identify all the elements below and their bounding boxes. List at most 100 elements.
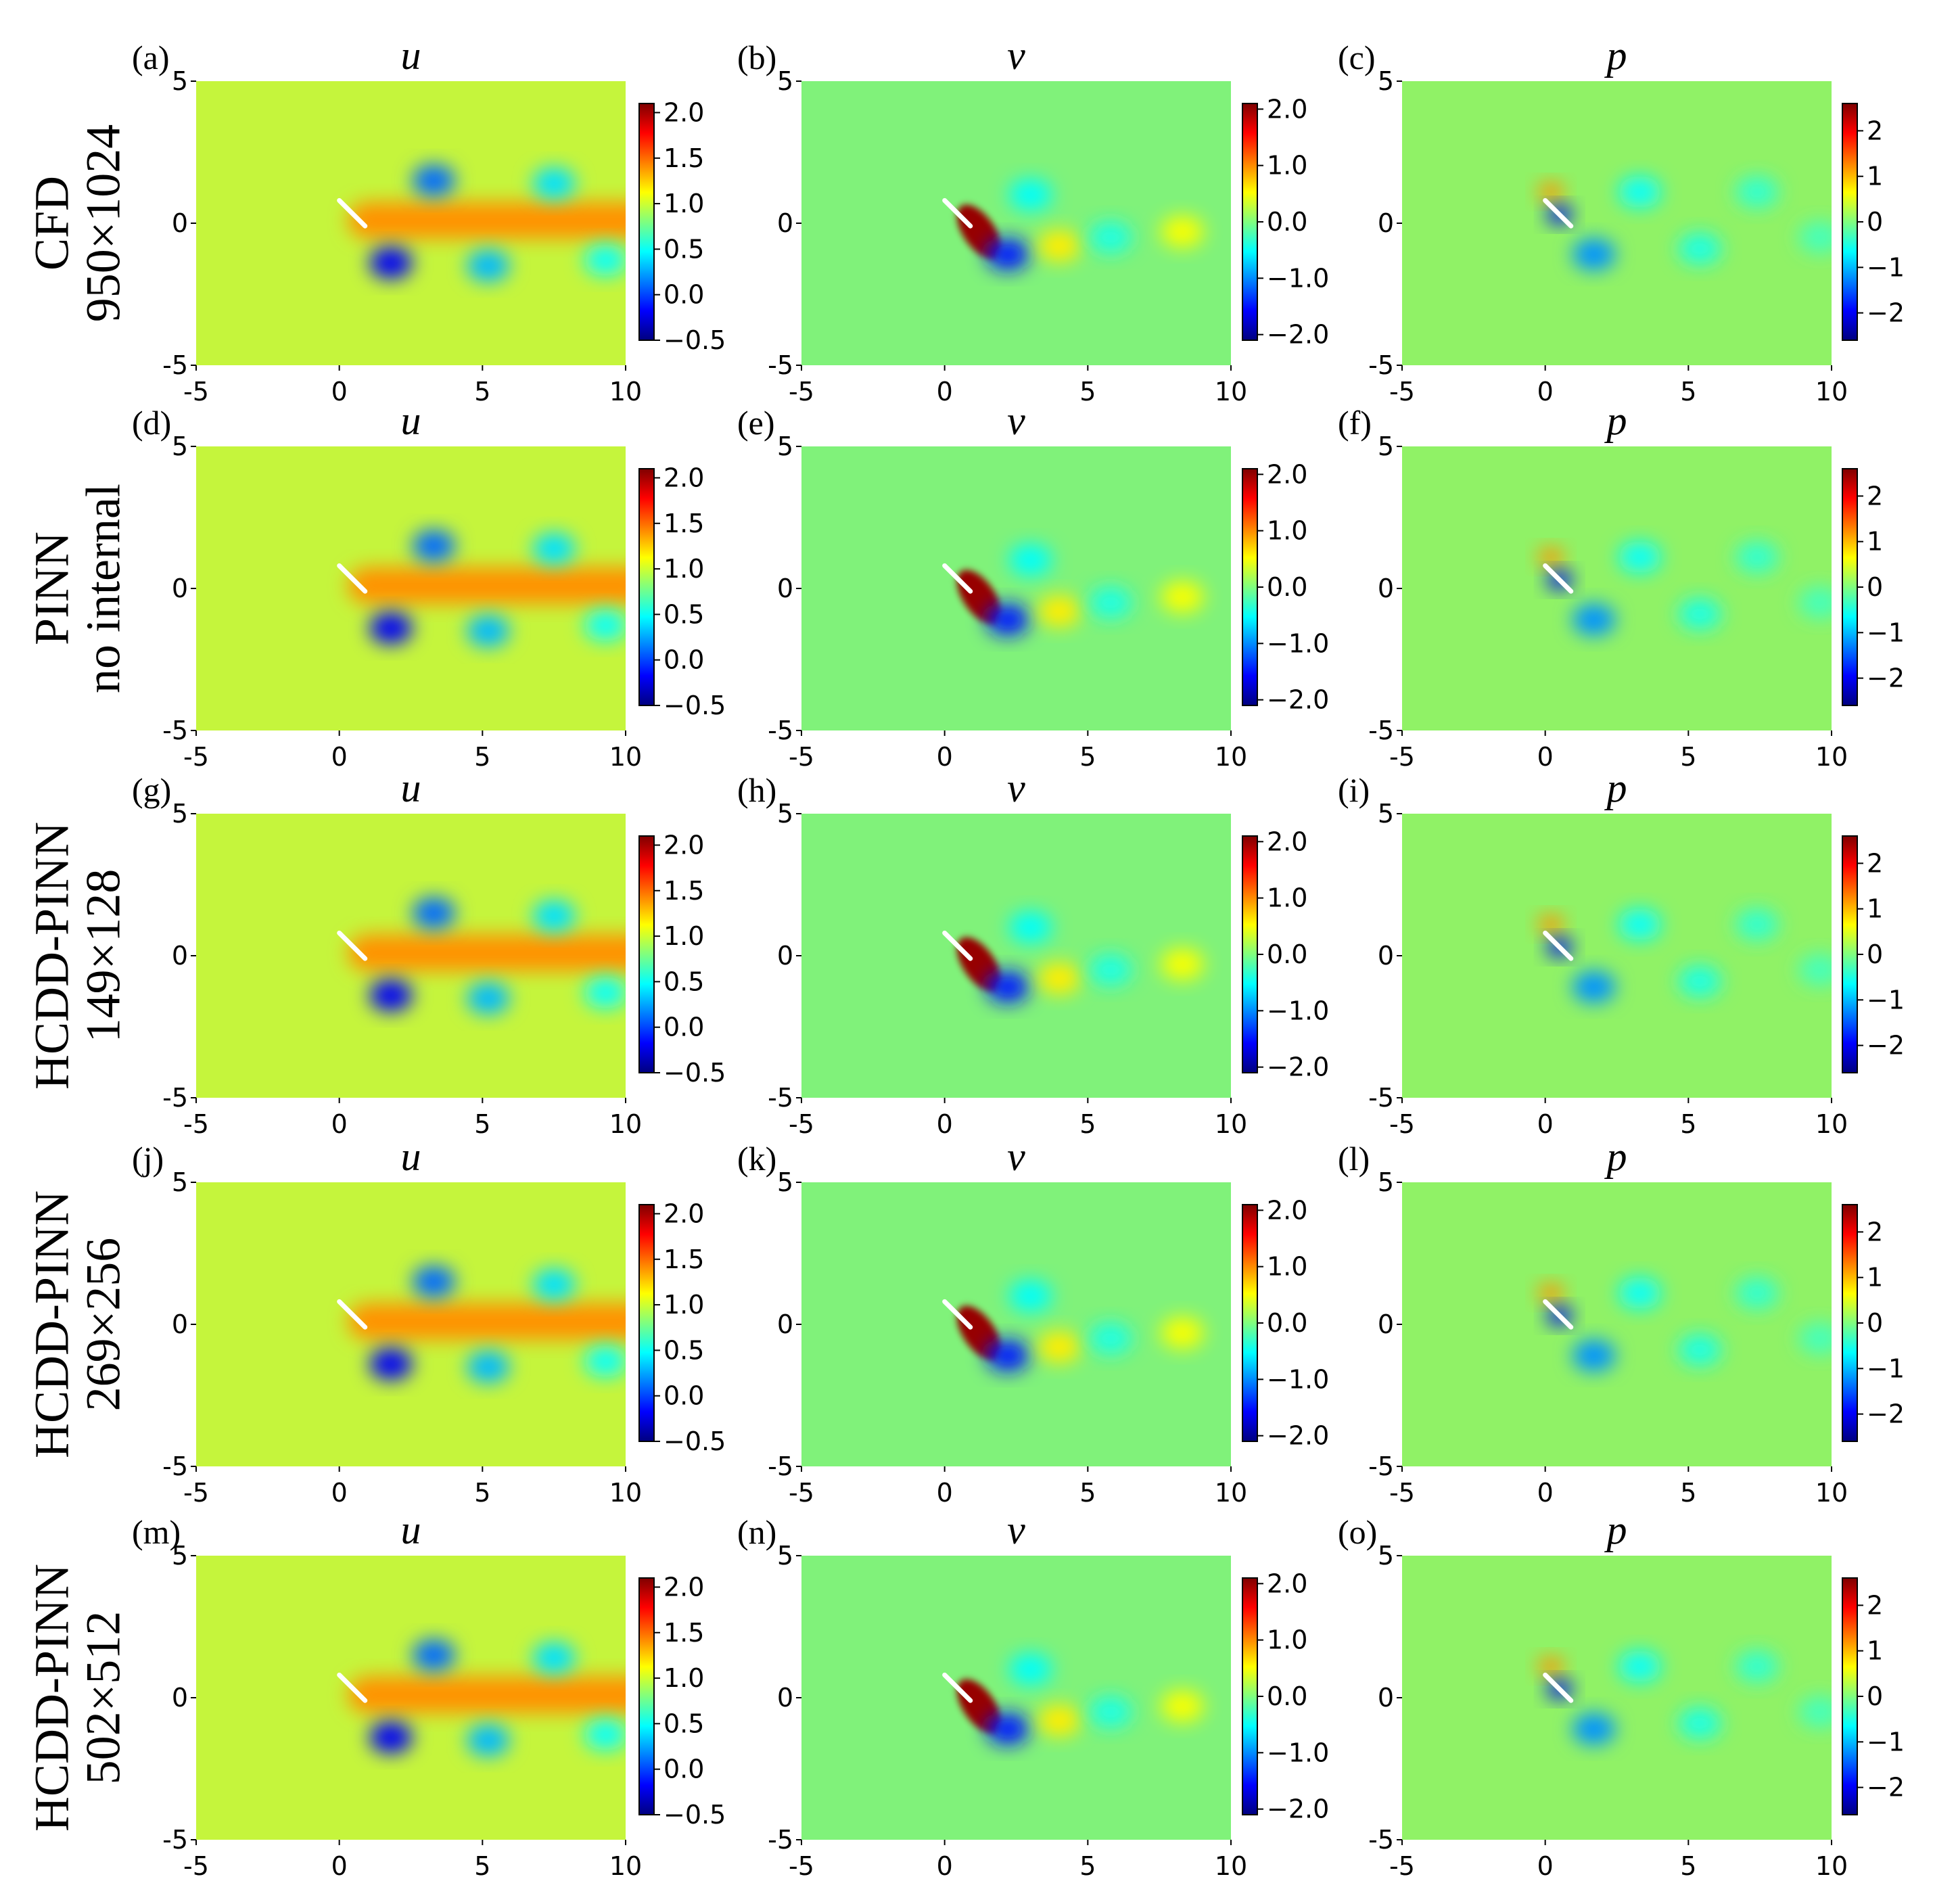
vortex-region bbox=[1678, 1707, 1722, 1740]
field-background bbox=[1402, 1182, 1832, 1466]
x-tick-label: 0 bbox=[937, 742, 953, 772]
colorbar-tick-label: −0.5 bbox=[663, 691, 726, 720]
colorbar-tick-label: 0.5 bbox=[663, 1709, 704, 1738]
x-tick-label: -5 bbox=[1389, 1851, 1415, 1881]
colorbar-tick-label: 2.0 bbox=[663, 97, 704, 127]
vortex-region bbox=[467, 982, 510, 1015]
y-tick-label: -5 bbox=[162, 716, 188, 745]
vortex-region bbox=[1572, 603, 1616, 636]
vortex-region bbox=[1161, 1690, 1204, 1723]
colorbar-tick-label: −1.0 bbox=[1267, 263, 1329, 293]
vortex-region bbox=[986, 1339, 1029, 1372]
x-tick-label: 5 bbox=[474, 377, 490, 407]
airfoil bbox=[337, 930, 368, 961]
colorbar-tick-label: 1 bbox=[1867, 1263, 1883, 1293]
wake-region bbox=[348, 934, 626, 972]
vortex-region bbox=[1572, 1339, 1616, 1372]
stagnation-region bbox=[1538, 547, 1564, 567]
y-tick-label: -5 bbox=[768, 350, 793, 380]
colorbar-tick-label: −2 bbox=[1867, 1773, 1905, 1803]
airfoil bbox=[1543, 563, 1574, 594]
vortex-region bbox=[369, 612, 413, 645]
colorbar-tick-label: −0.5 bbox=[663, 1058, 726, 1088]
colorbar-tick-label: −1 bbox=[1867, 1727, 1905, 1757]
panel-label: (b) bbox=[737, 39, 776, 76]
x-tick-label: 0 bbox=[1537, 742, 1554, 772]
y-tick-label: -5 bbox=[1368, 1452, 1394, 1481]
colorbar bbox=[638, 835, 655, 1073]
x-tick-label: 10 bbox=[1215, 377, 1247, 407]
panel-title: v bbox=[1007, 1134, 1025, 1179]
x-tick-label: -5 bbox=[183, 1851, 209, 1881]
colorbar-tick-label: 0.0 bbox=[663, 645, 704, 675]
y-tick-label: -5 bbox=[1368, 350, 1394, 380]
colorbar-tick-label: 2.0 bbox=[1267, 1195, 1307, 1225]
colorbar-tick-label: 0.0 bbox=[1267, 207, 1307, 237]
colorbar-tick-label: 2.0 bbox=[1267, 459, 1307, 489]
x-tick-label: 5 bbox=[474, 1851, 490, 1881]
y-tick-label: 0 bbox=[1378, 574, 1394, 603]
panel-hcdd256-u: -5 0 5 10 -5 0 5 (j) u −0.5 0.0 0.5 1.0 1.5 2.0 bbox=[132, 1134, 726, 1508]
y-tick-label: 0 bbox=[1378, 208, 1394, 238]
colorbar bbox=[1842, 468, 1858, 706]
x-tick-label: 0 bbox=[331, 1109, 348, 1139]
y-tick-label: 5 bbox=[172, 1167, 188, 1197]
colorbar-tick-label: 2.0 bbox=[663, 1572, 704, 1602]
colorbar-tick-label: 0.0 bbox=[1267, 1308, 1307, 1338]
panel-title: u bbox=[401, 398, 421, 443]
vortex-region bbox=[412, 1266, 456, 1298]
stagnation-region bbox=[1538, 1656, 1564, 1676]
x-tick-label: 5 bbox=[1680, 742, 1696, 772]
x-tick-label: 5 bbox=[1680, 1478, 1696, 1508]
panel-label: (g) bbox=[132, 771, 171, 809]
colorbar-tick-label: −1 bbox=[1867, 618, 1905, 647]
colorbar-tick-label: −2 bbox=[1867, 1399, 1905, 1429]
vortex-region bbox=[1678, 1334, 1722, 1366]
colorbar bbox=[1842, 1204, 1858, 1442]
panel-cfd-v: -5 0 5 10-505(b) v−2.0−1.00.01.02.0 bbox=[737, 33, 1329, 407]
colorbar-tick-label: −2 bbox=[1867, 664, 1905, 693]
colorbar-tick-label: −1 bbox=[1867, 985, 1905, 1015]
vortex-region bbox=[986, 1713, 1029, 1745]
colorbar-tick-label: 2.0 bbox=[1267, 94, 1307, 124]
airfoil bbox=[337, 198, 368, 229]
airfoil bbox=[942, 1672, 973, 1703]
wake-region bbox=[348, 202, 626, 239]
vortex-region bbox=[1089, 1322, 1132, 1355]
vortex-region bbox=[1038, 962, 1081, 995]
vortex-region bbox=[1008, 911, 1052, 944]
y-tick-label: 0 bbox=[777, 208, 793, 238]
colorbar-tick-label: −2.0 bbox=[1267, 1052, 1329, 1082]
x-tick-label: 10 bbox=[1815, 1478, 1848, 1508]
colorbar-tick-label: 0.5 bbox=[663, 967, 704, 996]
airfoil bbox=[942, 563, 973, 594]
y-tick-label: -5 bbox=[162, 1083, 188, 1113]
y-tick-label: 5 bbox=[1378, 799, 1394, 829]
airfoil bbox=[337, 563, 368, 594]
y-tick-label: -5 bbox=[1368, 716, 1394, 745]
vortex-region bbox=[986, 603, 1029, 636]
x-tick-label: -5 bbox=[789, 1851, 814, 1881]
colorbar-tick-label: 1.5 bbox=[663, 1618, 704, 1648]
y-tick-label: 0 bbox=[1378, 941, 1394, 971]
field-background bbox=[801, 81, 1231, 365]
colorbar-tick-label: −0.5 bbox=[663, 1426, 726, 1456]
panel-label: (m) bbox=[132, 1513, 181, 1551]
panel-label: (n) bbox=[737, 1513, 776, 1551]
field-background bbox=[801, 1556, 1231, 1840]
x-tick-label: -5 bbox=[789, 1478, 814, 1508]
x-tick-label: 5 bbox=[1079, 377, 1096, 407]
panel-label: (o) bbox=[1338, 1513, 1377, 1551]
x-tick-label: 10 bbox=[1815, 1109, 1848, 1139]
vortex-region bbox=[532, 1642, 576, 1674]
panel-title: v bbox=[1007, 1508, 1025, 1552]
x-tick-label: 0 bbox=[937, 1851, 953, 1881]
x-tick-label: 10 bbox=[1815, 1851, 1848, 1881]
colorbar-tick-label: 0 bbox=[1867, 1308, 1883, 1338]
panel-title: u bbox=[401, 1508, 421, 1552]
colorbar-tick-label: 1.5 bbox=[663, 143, 704, 173]
colorbar-tick-label: 2 bbox=[1867, 116, 1883, 145]
colorbar bbox=[1842, 835, 1858, 1073]
vortex-region bbox=[1008, 1653, 1052, 1686]
colorbar-tick-label: −0.5 bbox=[663, 1800, 726, 1830]
